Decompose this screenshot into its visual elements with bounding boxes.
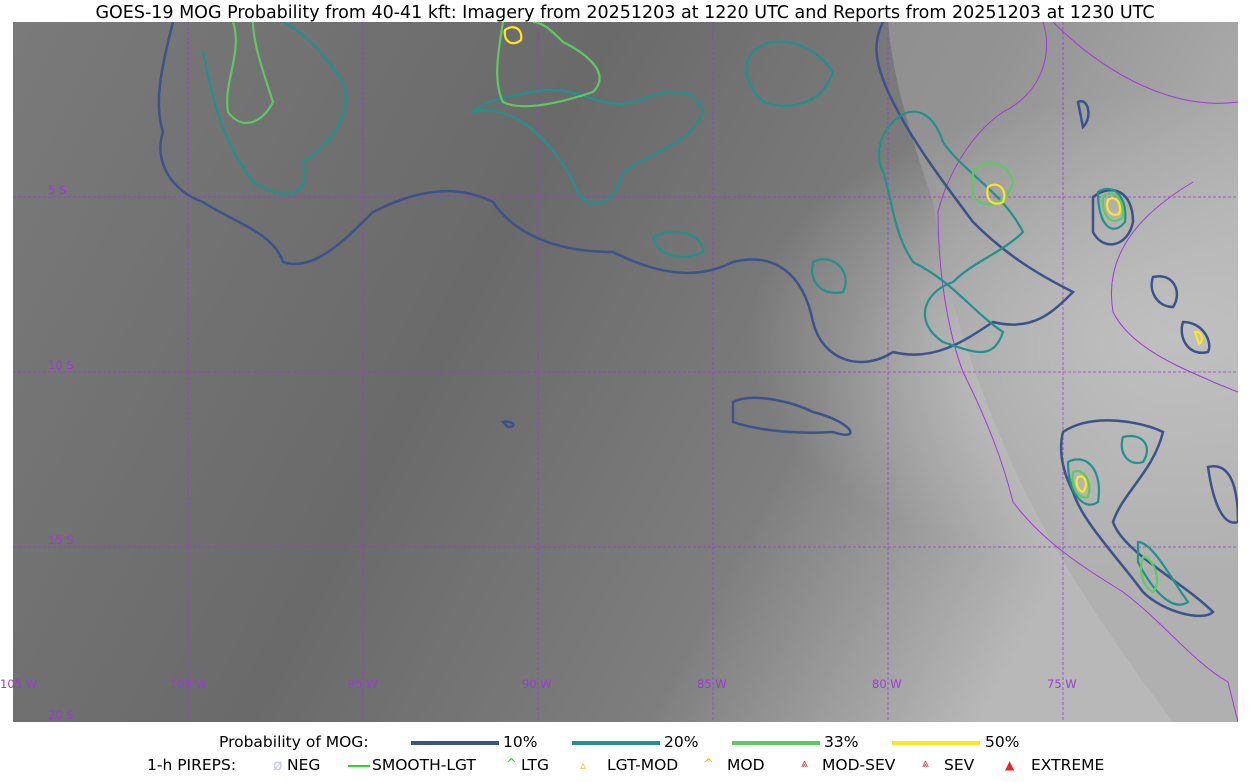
- swatch-10pct: [411, 741, 499, 745]
- legend-10pct: 10%: [503, 733, 538, 751]
- lon-label-105w: 105 W: [0, 677, 37, 691]
- pirep-sev-label: SEV: [944, 756, 975, 774]
- pirep-smooth-lgt-label: SMOOTH-LGT: [372, 756, 476, 774]
- lon-label-75w: 75 W: [1047, 677, 1077, 691]
- sev-icon: ⩓: [922, 756, 929, 770]
- legend-20pct: 20%: [664, 733, 699, 751]
- swatch-50pct: [892, 741, 980, 745]
- pirep-extreme-label: EXTREME: [1031, 756, 1105, 774]
- extreme-icon: ▲: [1005, 758, 1015, 772]
- pirep-lgt-mod-label: LGT-MOD: [607, 756, 679, 774]
- lon-label-85w: 85 W: [697, 677, 727, 691]
- pirep-mod-label: MOD: [727, 756, 765, 774]
- swatch-33pct: [732, 741, 820, 745]
- lat-label-5s: 5 S: [48, 183, 67, 197]
- ltg-icon: ^: [506, 757, 517, 772]
- pirep-neg-label: NEG: [287, 756, 321, 774]
- graticule: [13, 22, 1238, 722]
- pirep-ltg-label: LTG: [521, 756, 549, 774]
- lat-label-15s: 15 S: [48, 533, 74, 547]
- satellite-map: [13, 22, 1238, 722]
- lgt-mod-icon: ▵: [580, 758, 587, 772]
- probability-legend-title: Probability of MOG:: [219, 733, 369, 751]
- legend-33pct: 33%: [824, 733, 859, 751]
- lon-label-100w: 100 W: [170, 677, 207, 691]
- mod-icon: ^: [703, 757, 714, 772]
- mog-33pct-contours: [226, 22, 1159, 594]
- smooth-lgt-icon: [348, 765, 370, 767]
- chart-title: GOES-19 MOG Probability from 40-41 kft: …: [95, 3, 1155, 23]
- lon-label-80w: 80 W: [872, 677, 902, 691]
- mog-10pct-contours: [157, 22, 1238, 618]
- legend-50pct: 50%: [985, 733, 1020, 751]
- mog-50pct-contours: [503, 26, 1204, 494]
- swatch-20pct: [572, 741, 660, 745]
- lat-label-10s: 10 S: [48, 358, 74, 372]
- lon-label-90w: 90 W: [522, 677, 552, 691]
- neg-icon: ø: [273, 756, 283, 774]
- pirep-mod-sev-label: MOD-SEV: [822, 756, 896, 774]
- lat-label-20s: 20 S: [48, 708, 74, 722]
- mod-sev-icon: ⩓: [801, 756, 808, 770]
- pireps-legend-title: 1-h PIREPS:: [147, 756, 237, 774]
- lon-label-95w: 95 W: [348, 677, 378, 691]
- mog-20pct-contours: [201, 22, 1190, 606]
